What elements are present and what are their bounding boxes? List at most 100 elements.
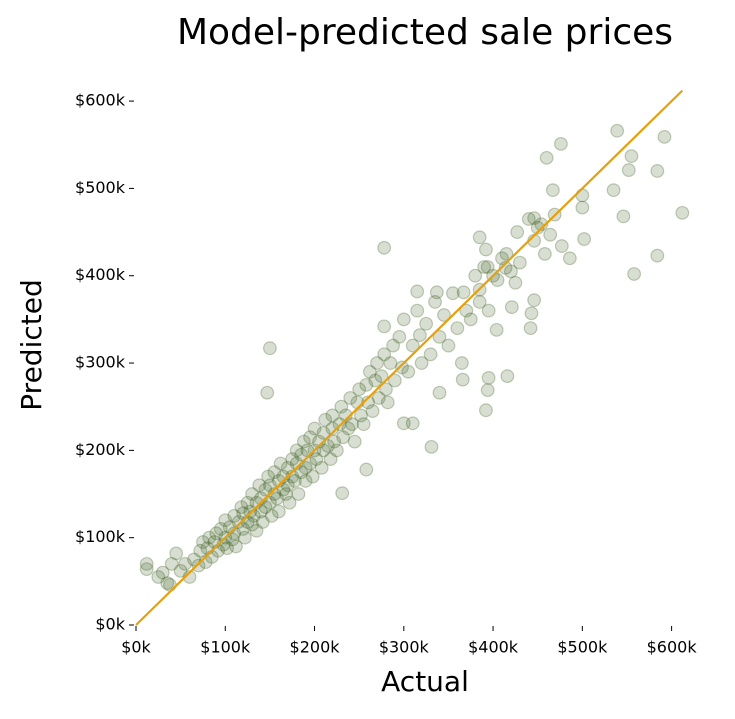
point [327, 434, 342, 449]
point [527, 211, 542, 226]
point [624, 149, 639, 164]
point [545, 183, 560, 198]
point [218, 513, 233, 528]
point [377, 347, 392, 362]
point [294, 447, 309, 462]
point [657, 129, 672, 144]
point [309, 452, 324, 466]
point [456, 285, 471, 300]
point [380, 395, 395, 410]
point [213, 522, 228, 536]
point [261, 469, 276, 484]
point [279, 487, 293, 501]
point [252, 478, 267, 493]
point [173, 563, 188, 578]
point [341, 421, 356, 436]
points [139, 123, 690, 592]
point [370, 356, 384, 370]
point [151, 570, 166, 584]
point [512, 255, 527, 270]
point [164, 556, 179, 571]
point [377, 240, 392, 255]
point [472, 230, 487, 245]
point [294, 465, 309, 480]
point [481, 370, 496, 385]
point [298, 474, 313, 488]
point [446, 286, 460, 301]
point [332, 417, 347, 432]
point [401, 364, 416, 379]
point [362, 364, 377, 379]
point [343, 391, 358, 405]
point [316, 426, 331, 440]
point [255, 515, 270, 529]
point [562, 251, 577, 266]
x-tick-label: $200k [290, 638, 341, 657]
point [392, 329, 407, 344]
point [347, 434, 362, 449]
point [432, 385, 447, 400]
point [270, 491, 284, 506]
point [231, 515, 246, 529]
point [554, 136, 568, 151]
point [650, 164, 665, 178]
point [325, 408, 340, 423]
x-tick-label: $500k [557, 638, 608, 657]
point [455, 372, 470, 387]
point [316, 443, 331, 458]
point [386, 338, 400, 353]
point [437, 308, 451, 322]
point [508, 275, 523, 290]
point [263, 478, 277, 493]
point [504, 300, 519, 315]
point [338, 408, 353, 423]
point [606, 183, 621, 198]
point [521, 212, 536, 226]
point [139, 556, 154, 571]
point [312, 434, 326, 449]
point [264, 508, 279, 523]
point [396, 416, 411, 431]
point [155, 565, 170, 580]
point [282, 495, 297, 510]
y-tick-label: $300k [75, 353, 126, 372]
point [345, 417, 359, 432]
point [405, 338, 420, 353]
point [276, 469, 291, 484]
point [169, 546, 184, 561]
point [314, 460, 329, 475]
point [273, 456, 288, 471]
point [410, 284, 425, 299]
y-tick-label: $400k [75, 265, 126, 284]
point [463, 312, 478, 327]
point [178, 556, 192, 571]
point [249, 495, 264, 510]
point [383, 356, 398, 370]
point [441, 338, 456, 353]
point [305, 469, 320, 484]
point [329, 443, 344, 458]
point [504, 264, 518, 279]
point [323, 452, 338, 466]
point [220, 541, 234, 556]
point [321, 439, 335, 453]
point [387, 373, 402, 388]
point [254, 504, 268, 519]
point [359, 377, 374, 392]
point [139, 562, 154, 577]
point [480, 383, 495, 398]
x-tick-label: $400k [468, 638, 519, 657]
point [291, 487, 306, 501]
point [495, 251, 509, 266]
point [627, 267, 642, 281]
y-tick-label: $100k [75, 527, 126, 546]
point [196, 535, 210, 549]
y-tick-label: $500k [75, 178, 126, 197]
point [524, 306, 539, 321]
point [424, 439, 439, 454]
point [191, 558, 206, 573]
point [472, 295, 487, 309]
point [238, 530, 252, 545]
point [477, 260, 492, 274]
